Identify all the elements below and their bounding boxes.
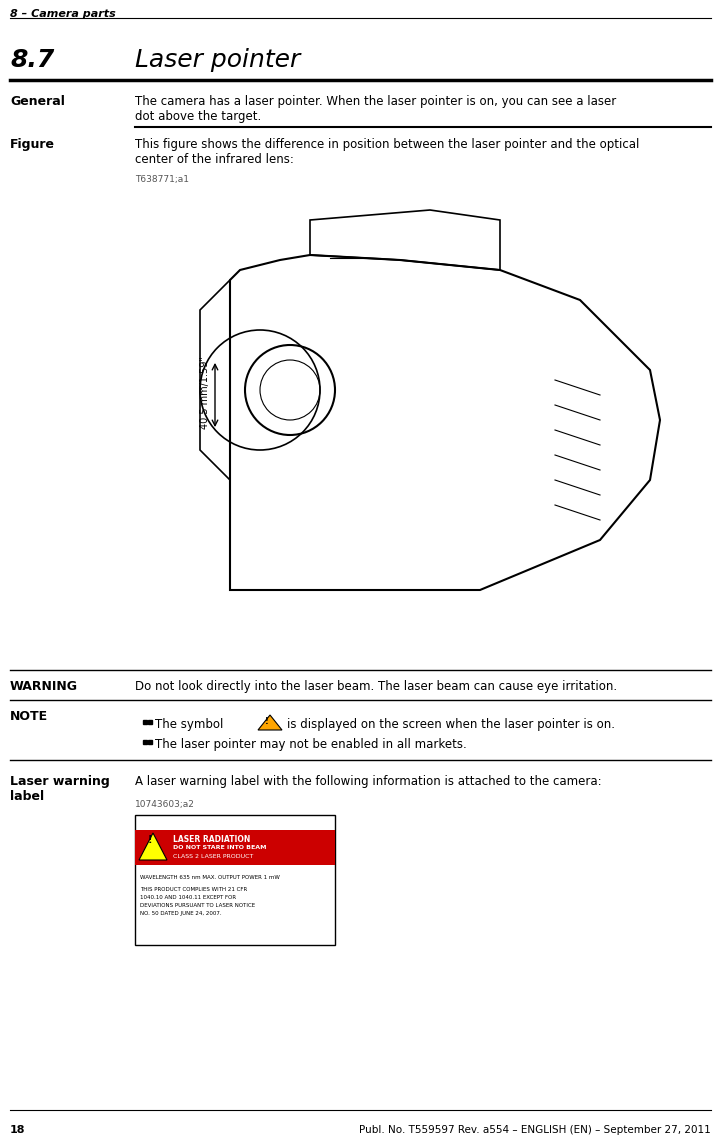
Text: The symbol: The symbol — [155, 719, 224, 731]
Polygon shape — [139, 833, 167, 860]
Text: THIS PRODUCT COMPLIES WITH 21 CFR: THIS PRODUCT COMPLIES WITH 21 CFR — [140, 887, 247, 892]
Text: T638771;a1: T638771;a1 — [135, 175, 189, 185]
Text: LASER RADIATION: LASER RADIATION — [173, 835, 250, 843]
Text: Laser pointer: Laser pointer — [135, 48, 300, 72]
Text: The camera has a laser pointer. When the laser pointer is on, you can see a lase: The camera has a laser pointer. When the… — [135, 95, 616, 123]
Text: is displayed on the screen when the laser pointer is on.: is displayed on the screen when the lase… — [287, 719, 615, 731]
Text: 40.5 mm/1.59": 40.5 mm/1.59" — [200, 356, 210, 430]
Text: WAVELENGTH 635 nm MAX. OUTPUT POWER 1 mW: WAVELENGTH 635 nm MAX. OUTPUT POWER 1 mW — [140, 876, 280, 880]
Text: 8.7: 8.7 — [10, 48, 54, 72]
Text: CLASS 2 LASER PRODUCT: CLASS 2 LASER PRODUCT — [173, 854, 253, 860]
Text: Do not look directly into the laser beam. The laser beam can cause eye irritatio: Do not look directly into the laser beam… — [135, 680, 617, 693]
Polygon shape — [258, 715, 282, 730]
Text: 10743603;a2: 10743603;a2 — [135, 800, 195, 809]
Text: !: ! — [265, 717, 269, 727]
Text: The laser pointer may not be enabled in all markets.: The laser pointer may not be enabled in … — [155, 738, 466, 751]
Text: 8 – Camera parts: 8 – Camera parts — [10, 9, 116, 19]
Text: DEVIATIONS PURSUANT TO LASER NOTICE: DEVIATIONS PURSUANT TO LASER NOTICE — [140, 903, 255, 908]
FancyBboxPatch shape — [135, 815, 335, 945]
Text: Laser warning
label: Laser warning label — [10, 775, 110, 803]
Text: DO NOT STARE INTO BEAM: DO NOT STARE INTO BEAM — [173, 845, 267, 850]
Text: General: General — [10, 95, 65, 108]
Text: A laser warning label with the following information is attached to the camera:: A laser warning label with the following… — [135, 775, 601, 788]
Text: WARNING: WARNING — [10, 680, 78, 693]
Text: 1040.10 AND 1040.11 EXCEPT FOR: 1040.10 AND 1040.11 EXCEPT FOR — [140, 895, 236, 900]
Text: Publ. No. T559597 Rev. a554 – ENGLISH (EN) – September 27, 2011: Publ. No. T559597 Rev. a554 – ENGLISH (E… — [359, 1125, 711, 1135]
Text: This figure shows the difference in position between the laser pointer and the o: This figure shows the difference in posi… — [135, 138, 640, 166]
Text: !: ! — [148, 835, 153, 845]
Text: NOTE: NOTE — [10, 711, 48, 723]
Text: Figure: Figure — [10, 138, 55, 151]
Bar — [135, 830, 335, 865]
Text: 18: 18 — [10, 1125, 25, 1135]
Text: NO. 50 DATED JUNE 24, 2007.: NO. 50 DATED JUNE 24, 2007. — [140, 911, 221, 916]
